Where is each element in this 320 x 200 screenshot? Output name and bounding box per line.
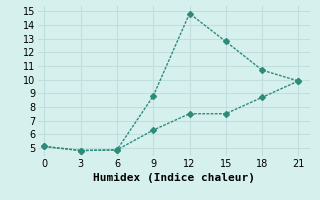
- X-axis label: Humidex (Indice chaleur): Humidex (Indice chaleur): [93, 173, 255, 183]
